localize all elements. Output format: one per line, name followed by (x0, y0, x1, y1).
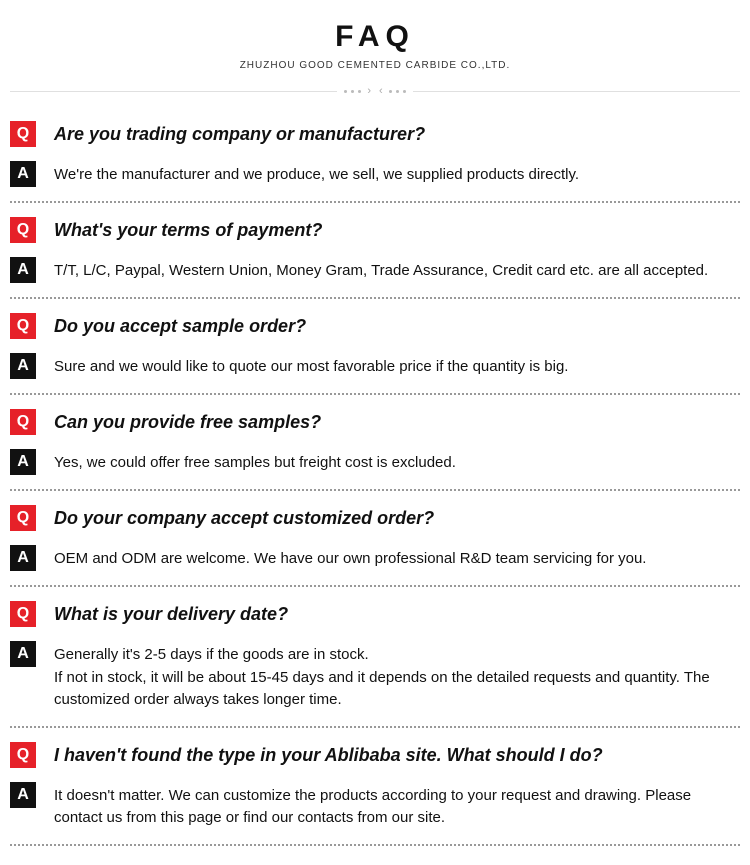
answer-row: A Yes, we could offer free samples but fr… (10, 445, 740, 479)
question-row: Q What's your terms of payment? (10, 213, 740, 247)
faq-item: Q Do you accept sample order? A Sure and we… (10, 299, 740, 395)
question-text: What's your terms of payment? (54, 217, 322, 242)
question-row: Q Do you accept sample order? (10, 309, 740, 343)
nav-dots-center: › ‹ (337, 85, 412, 97)
chevron-left-icon[interactable]: ‹ (376, 85, 386, 97)
faq-item: Q Can you provide free samples? A Yes, we c… (10, 395, 740, 491)
q-badge: Q (10, 121, 36, 147)
a-badge: A (10, 641, 36, 667)
question-row: Q Can you provide free samples? (10, 405, 740, 439)
answer-text: Yes, we could offer free samples but fre… (54, 449, 456, 475)
answer-text: Sure and we would like to quote our most… (54, 353, 568, 379)
faq-item: Q Do your company accept customized order… (10, 491, 740, 587)
question-row: Q Do your company accept customized order… (10, 501, 740, 535)
page-title: FAQ (10, 20, 740, 54)
q-badge: Q (10, 217, 36, 243)
question-row: Q I haven't found the type in your Abliba… (10, 738, 740, 772)
header: FAQ ZHUZHOU GOOD CEMENTED CARBIDE CO.,LT… (10, 20, 740, 71)
answer-text: It doesn't matter. We can customize the … (54, 782, 740, 830)
question-text: Can you provide free samples? (54, 409, 321, 434)
divider-line-right (413, 91, 740, 92)
dot-icon (358, 90, 361, 93)
answer-row: A OEM and ODM are welcome. We have our ow… (10, 541, 740, 575)
faq-item: Q Are you trading company or manufacturer… (10, 107, 740, 203)
q-badge: Q (10, 742, 36, 768)
q-badge: Q (10, 313, 36, 339)
q-badge: Q (10, 601, 36, 627)
answer-text: Generally it's 2-5 days if the goods are… (54, 641, 740, 712)
dot-icon (351, 90, 354, 93)
answer-row: A T/T, L/C, Paypal, Western Union, Money … (10, 253, 740, 287)
answer-row: A Generally it's 2-5 days if the goods ar… (10, 637, 740, 716)
a-badge: A (10, 353, 36, 379)
a-badge: A (10, 161, 36, 187)
answer-text: We're the manufacturer and we produce, w… (54, 161, 579, 187)
a-badge: A (10, 782, 36, 808)
faq-item: Q What is your delivery date? A Generally i… (10, 587, 740, 728)
question-row: Q Are you trading company or manufacturer… (10, 117, 740, 151)
answer-row: A Sure and we would like to quote our mos… (10, 349, 740, 383)
a-badge: A (10, 545, 36, 571)
a-badge: A (10, 449, 36, 475)
question-text: Are you trading company or manufacturer? (54, 121, 425, 146)
question-text: Do your company accept customized order? (54, 505, 434, 530)
answer-row: A It doesn't matter. We can customize the… (10, 778, 740, 834)
answer-row: A We're the manufacturer and we produce, … (10, 157, 740, 191)
divider-line-left (10, 91, 337, 92)
question-row: Q What is your delivery date? (10, 597, 740, 631)
q-badge: Q (10, 409, 36, 435)
question-text: What is your delivery date? (54, 601, 288, 626)
divider-row: › ‹ (10, 85, 740, 97)
faq-item: Q I haven't found the type in your Abliba… (10, 728, 740, 846)
question-text: I haven't found the type in your Ablibab… (54, 742, 603, 767)
q-badge: Q (10, 505, 36, 531)
answer-text: T/T, L/C, Paypal, Western Union, Money G… (54, 257, 708, 283)
a-badge: A (10, 257, 36, 283)
faq-page: FAQ ZHUZHOU GOOD CEMENTED CARBIDE CO.,LT… (0, 0, 750, 856)
answer-text: OEM and ODM are welcome. We have our own… (54, 545, 646, 571)
dot-icon (344, 90, 347, 93)
faq-list: Q Are you trading company or manufacturer… (10, 107, 740, 846)
dot-icon (389, 90, 392, 93)
chevron-right-icon[interactable]: › (364, 85, 374, 97)
question-text: Do you accept sample order? (54, 313, 306, 338)
faq-item: Q What's your terms of payment? A T/T, L/C,… (10, 203, 740, 299)
dot-icon (396, 90, 399, 93)
company-subtitle: ZHUZHOU GOOD CEMENTED CARBIDE CO.,LTD. (10, 60, 740, 71)
dot-icon (403, 90, 406, 93)
